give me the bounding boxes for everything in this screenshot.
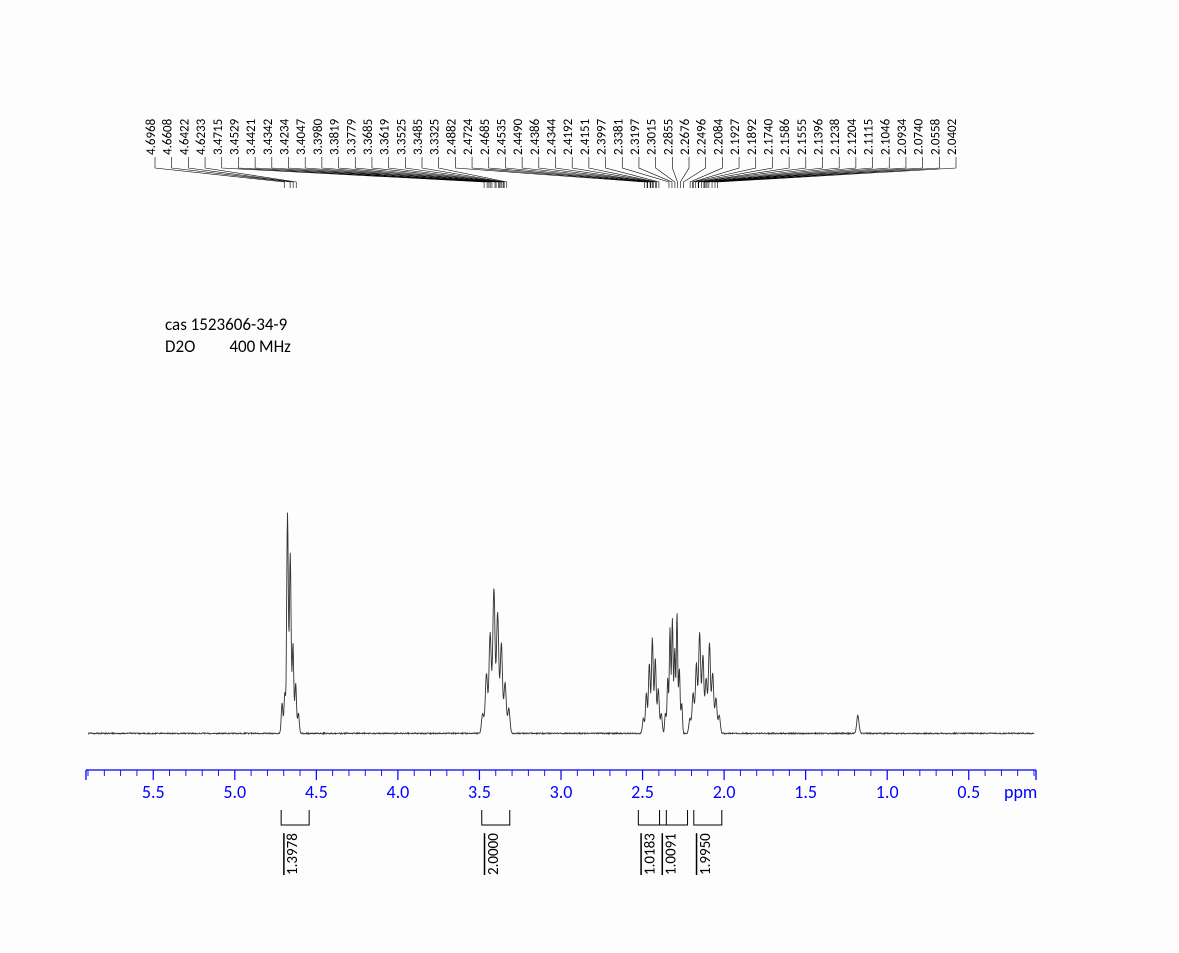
peak-label: 2.1046 bbox=[878, 118, 893, 155]
peak-connector bbox=[188, 157, 293, 188]
axis-tick-label: 3.0 bbox=[550, 781, 573, 803]
peak-label: 2.1555 bbox=[795, 119, 810, 155]
peak-label: 3.4047 bbox=[294, 118, 309, 155]
integral-bracket bbox=[694, 810, 722, 825]
peak-connector bbox=[155, 157, 284, 188]
axis-tick-label: 5.0 bbox=[223, 781, 246, 803]
peak-label: 2.3997 bbox=[595, 118, 610, 155]
integral-bracket bbox=[660, 810, 688, 825]
peak-connector bbox=[172, 157, 290, 188]
peak-label: 2.4192 bbox=[561, 118, 576, 155]
peak-label: 2.0558 bbox=[928, 118, 943, 155]
peak-label: 2.3197 bbox=[628, 118, 643, 155]
peak-label: 3.3325 bbox=[428, 119, 443, 155]
integral-bracket bbox=[281, 810, 309, 825]
peak-label: 4.6968 bbox=[144, 118, 159, 155]
peak-label: 3.3980 bbox=[311, 118, 326, 155]
axis-tick-label: 4.0 bbox=[386, 781, 409, 803]
peak-label: 2.1115 bbox=[862, 119, 877, 155]
peak-label: 2.1740 bbox=[761, 118, 776, 155]
info-solvent-freq: D2O400 MHz bbox=[165, 336, 291, 357]
peak-label: 3.4342 bbox=[261, 118, 276, 155]
peak-label: 3.3525 bbox=[394, 119, 409, 155]
peak-label: 2.4151 bbox=[578, 119, 593, 155]
peak-label: 2.2084 bbox=[711, 118, 726, 155]
x-axis: 5.5 5.0 4.5 4.0 3.5 3.0 2.5 2.0 1.5 1.0 0.5 ppm bbox=[86, 770, 1037, 803]
integral-value: 1.0183 bbox=[641, 833, 659, 875]
peak-label: 2.1396 bbox=[812, 118, 827, 155]
peak-label: 3.4234 bbox=[278, 118, 293, 155]
peak-label: 2.4490 bbox=[511, 118, 526, 155]
peak-connector bbox=[322, 157, 496, 188]
axis-tick-label: 1.0 bbox=[876, 781, 899, 803]
peak-connector bbox=[205, 157, 296, 188]
peak-labels-group: 4.69684.66084.64224.62333.47153.45293.44… bbox=[144, 118, 960, 188]
spectrum-path bbox=[88, 513, 1034, 734]
peak-label: 4.6422 bbox=[177, 118, 192, 155]
peak-label: 2.0740 bbox=[912, 118, 927, 155]
axis-tick-label: 2.0 bbox=[713, 781, 736, 803]
peak-connector bbox=[683, 157, 705, 188]
peak-label: 2.4724 bbox=[461, 118, 476, 155]
axis-tick-label: 4.5 bbox=[305, 781, 328, 803]
peak-connector bbox=[389, 157, 502, 188]
peak-label: 2.4386 bbox=[528, 118, 543, 155]
integral-value: 1.0091 bbox=[663, 833, 681, 875]
axis-tick-label: 1.5 bbox=[794, 781, 817, 803]
peak-label: 3.3619 bbox=[378, 118, 393, 155]
peak-label: 2.4535 bbox=[494, 119, 509, 155]
peak-label: 2.0402 bbox=[945, 118, 960, 155]
peak-label: 2.4882 bbox=[444, 118, 459, 155]
peak-label: 3.3819 bbox=[328, 118, 343, 155]
integral-value: 1.9950 bbox=[697, 833, 715, 875]
peak-label: 2.1238 bbox=[828, 118, 843, 155]
peak-label: 4.6233 bbox=[194, 118, 209, 155]
nmr-spectrum-figure: cas 1523606-34-9D2O400 MHz4.69684.66084.… bbox=[0, 0, 1179, 953]
peak-connector bbox=[472, 157, 647, 188]
peak-label: 3.4529 bbox=[227, 118, 242, 155]
integrals-group: 1.3978 2.0000 1.01831.0091 1.9950 bbox=[281, 810, 722, 875]
peak-label: 2.1927 bbox=[728, 118, 743, 155]
integral-value: 1.3978 bbox=[284, 833, 302, 875]
peak-label: 3.4715 bbox=[211, 119, 226, 155]
peak-label: 2.4344 bbox=[545, 118, 560, 155]
integral-bracket bbox=[482, 810, 510, 825]
peak-label: 2.0934 bbox=[895, 118, 910, 155]
peak-label: 2.2496 bbox=[695, 118, 710, 155]
peak-label: 4.6608 bbox=[161, 118, 176, 155]
peak-label: 3.3685 bbox=[361, 119, 376, 155]
integral-value: 2.0000 bbox=[485, 833, 503, 875]
peak-label: 3.3485 bbox=[411, 119, 426, 155]
peak-label: 2.3015 bbox=[645, 119, 660, 155]
peak-connector bbox=[539, 157, 653, 188]
peak-connector bbox=[718, 157, 956, 188]
peak-connector bbox=[680, 157, 689, 188]
info-cas: cas 1523606-34-9 bbox=[165, 314, 288, 335]
axis-tick-label: 3.5 bbox=[468, 781, 491, 803]
peak-label: 2.1586 bbox=[778, 118, 793, 155]
integral-bracket bbox=[638, 810, 666, 825]
axis-tick-label: 5.5 bbox=[142, 781, 165, 803]
peak-connector bbox=[572, 157, 656, 188]
axis-unit-label: ppm bbox=[1004, 781, 1037, 803]
peak-label: 2.3381 bbox=[611, 119, 626, 155]
peak-connector bbox=[693, 157, 739, 188]
peak-label: 2.2676 bbox=[678, 118, 693, 155]
info-block: cas 1523606-34-9D2O400 MHz bbox=[165, 314, 291, 357]
spectrum-trace bbox=[88, 513, 1034, 734]
peak-label: 3.3779 bbox=[344, 118, 359, 155]
peak-label: 2.1204 bbox=[845, 118, 860, 155]
peak-label: 2.4685 bbox=[478, 119, 493, 155]
axis-tick-label: 2.5 bbox=[631, 781, 654, 803]
peak-connector bbox=[556, 157, 654, 188]
nmr-svg: cas 1523606-34-9D2O400 MHz4.69684.66084.… bbox=[0, 0, 1179, 953]
peak-label: 2.1892 bbox=[745, 118, 760, 155]
peak-label: 2.2855 bbox=[661, 119, 676, 155]
axis-tick-label: 0.5 bbox=[957, 781, 980, 803]
peak-label: 3.4421 bbox=[244, 119, 259, 155]
